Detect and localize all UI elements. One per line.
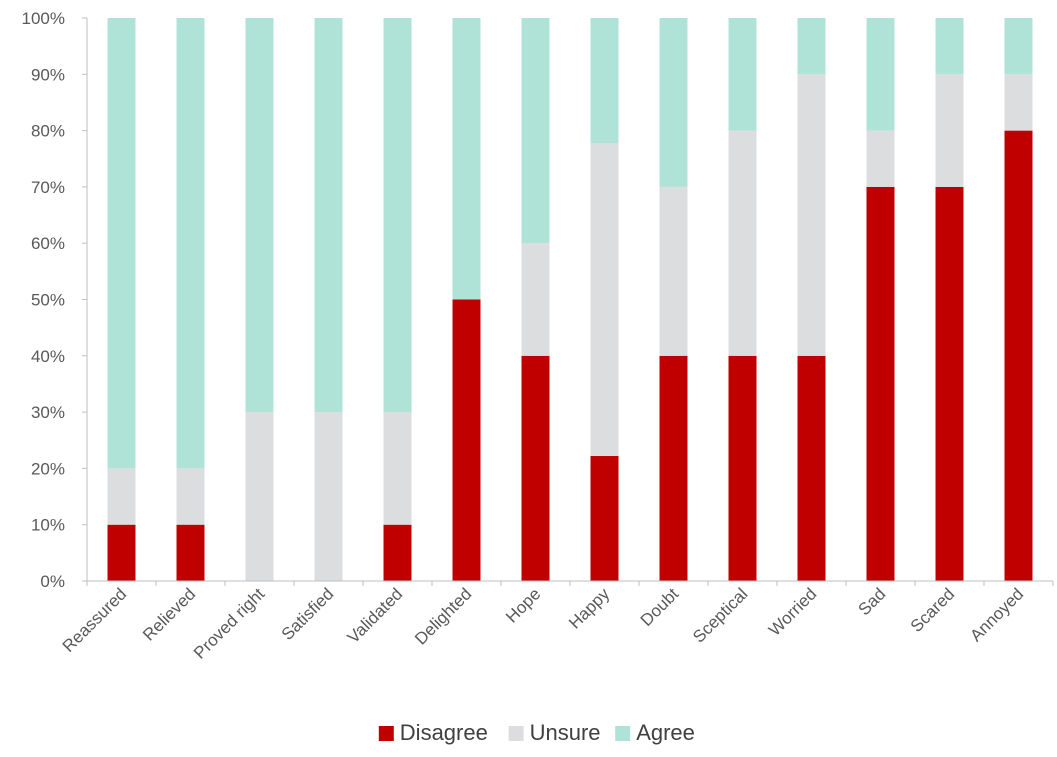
x-tick-label: Proved right <box>190 584 268 662</box>
bar-segment-agree-scared <box>935 18 964 75</box>
y-tick-label: 90% <box>31 65 65 84</box>
bar-segment-disagree-delighted <box>452 299 481 581</box>
x-tick-label: Doubt <box>637 584 683 630</box>
bar-segment-unsure-reassured <box>107 468 136 525</box>
bar-segment-disagree-happy <box>590 456 619 581</box>
y-tick-label: 40% <box>31 347 65 366</box>
x-tick-label: Delighted <box>411 584 475 648</box>
bar-segment-disagree-relieved <box>176 524 205 581</box>
y-tick-label: 0% <box>40 572 65 591</box>
bar-segment-unsure-doubt <box>659 186 688 356</box>
bar-segment-agree-reassured <box>107 18 136 469</box>
legend-label-disagree: Disagree <box>400 720 488 745</box>
legend-label-agree: Agree <box>636 720 695 745</box>
y-tick-label: 100% <box>22 9 65 28</box>
y-tick-label: 20% <box>31 459 65 478</box>
bar-segment-unsure-sceptical <box>728 130 757 356</box>
x-tick-label: Annoyed <box>966 584 1027 645</box>
bar-segment-unsure-satisfied <box>314 412 343 581</box>
x-tick-label: Validated <box>344 584 407 647</box>
y-tick-label: 50% <box>31 291 65 310</box>
bar-segment-agree-doubt <box>659 18 688 187</box>
bar-segment-disagree-sad <box>866 186 895 581</box>
bar-segment-disagree-sceptical <box>728 355 757 581</box>
y-tick-label: 60% <box>31 234 65 253</box>
x-tick-label: Scared <box>907 584 959 636</box>
bar-segment-agree-sceptical <box>728 18 757 131</box>
bar-segment-agree-validated <box>383 18 412 413</box>
legend-label-unsure: Unsure <box>530 720 601 745</box>
bar-segment-agree-worried <box>797 18 826 75</box>
bar-segment-disagree-reassured <box>107 524 136 581</box>
bar-segment-agree-proved-right <box>245 18 274 413</box>
x-tick-label: Happy <box>565 584 614 633</box>
x-tick-label: Satisfied <box>278 584 338 644</box>
bar-segment-agree-satisfied <box>314 18 343 413</box>
bar-segment-disagree-scared <box>935 186 964 581</box>
x-tick-label: Hope <box>502 584 544 626</box>
legend-swatch-agree <box>615 726 631 741</box>
bar-segment-agree-annoyed <box>1004 18 1033 75</box>
bar-segment-agree-delighted <box>452 18 481 300</box>
bar-segment-disagree-doubt <box>659 355 688 581</box>
bar-segment-disagree-worried <box>797 355 826 581</box>
y-tick-label: 10% <box>31 516 65 535</box>
bar-segment-unsure-hope <box>521 243 550 356</box>
legend: Disagree Unsure Agree <box>378 720 695 745</box>
legend-swatch-unsure <box>508 726 524 741</box>
bar-segment-disagree-hope <box>521 355 550 581</box>
bar-segment-unsure-proved-right <box>245 412 274 581</box>
y-axis: 0% 10% 20% 30% 40% 50% 60% 70% 80% 90% 100% <box>22 9 88 591</box>
x-tick-label: Relieved <box>139 584 199 644</box>
bar-segment-unsure-worried <box>797 74 826 356</box>
bar-segment-unsure-scared <box>935 74 964 187</box>
bar-segment-agree-sad <box>866 18 895 131</box>
bar-segment-agree-hope <box>521 18 550 244</box>
bar-segment-disagree-validated <box>383 524 412 581</box>
bar-segment-agree-happy <box>590 18 619 143</box>
y-tick-label: 80% <box>31 122 65 141</box>
x-tick-label: Reassured <box>59 584 131 656</box>
bar-segment-agree-relieved <box>176 18 205 469</box>
x-tick-label: Sad <box>855 584 890 619</box>
bar-segment-unsure-annoyed <box>1004 74 1033 131</box>
y-tick-label: 30% <box>31 403 65 422</box>
bars-group <box>107 18 1033 581</box>
bar-segment-unsure-happy <box>590 142 619 457</box>
bar-segment-disagree-annoyed <box>1004 130 1033 581</box>
bar-segment-unsure-relieved <box>176 468 205 525</box>
x-tick-label: Sceptical <box>689 584 751 646</box>
legend-swatch-disagree <box>378 726 394 741</box>
x-tick-label: Worried <box>765 584 820 639</box>
bar-segment-unsure-sad <box>866 130 895 187</box>
bar-segment-unsure-validated <box>383 412 412 525</box>
y-tick-label: 70% <box>31 178 65 197</box>
